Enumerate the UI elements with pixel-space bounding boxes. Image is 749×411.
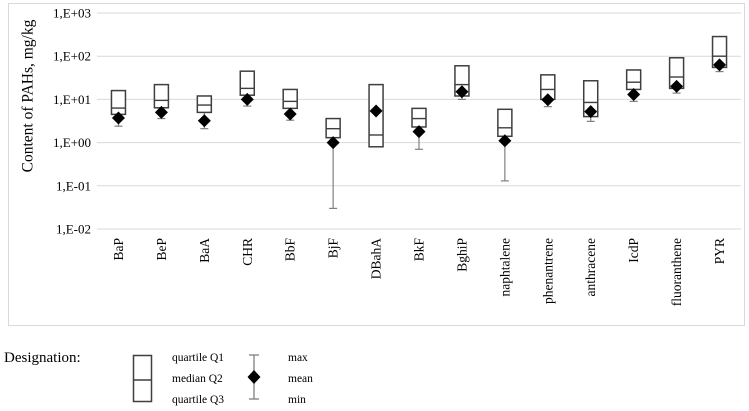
x-axis-label: BaA (197, 238, 212, 263)
y-tick-label: 1,E+00 (53, 135, 91, 150)
quartile-box (497, 108, 513, 138)
mean-diamond (627, 87, 641, 101)
mean-diamond (369, 104, 383, 118)
y-axis-title: Content of PAHs, mg/kg (20, 19, 37, 172)
quartile-box (625, 69, 642, 91)
x-axis-label: anthracene (583, 238, 598, 296)
x-axis-label: naphtalene (497, 238, 512, 296)
x-axis-label: BbF (283, 238, 298, 262)
x-axis-label: PYR (712, 238, 727, 264)
x-axis-label: DBahA (369, 238, 384, 279)
legend-label-q1: quartile Q1 (172, 352, 225, 364)
box-glyph-icon (132, 354, 153, 403)
quartile-box (282, 88, 298, 110)
quartile-box (110, 89, 127, 116)
quartile-box (411, 107, 427, 128)
y-tick-label: 1,E-02 (56, 222, 91, 237)
chart-panel: 1,E+03 1,E+02 1,E+01 1,E+00 1,E-01 1,E-02 Cont… (8, 3, 745, 326)
x-axis-label: BaP (111, 238, 126, 261)
legend-label-max: max (288, 352, 308, 364)
legend-label-mean: mean (288, 373, 313, 385)
whisker-glyph-icon (247, 354, 261, 400)
x-axis-label: BeP (154, 238, 169, 261)
mean-diamond (584, 105, 598, 119)
x-axis-label: fluoranthene (669, 238, 684, 306)
y-tick-label: 1,E-01 (56, 178, 91, 193)
quartile-box (153, 83, 170, 109)
pah-box-plot: 1,E+03 1,E+02 1,E+01 1,E+00 1,E-01 1,E-02 Cont… (20, 6, 741, 306)
x-axis-label: BkF (412, 238, 427, 262)
chart-legend: Designation: quartile Q1 median Q2 quart… (0, 326, 749, 411)
mean-diamond (498, 134, 512, 148)
mean-diamond (670, 79, 684, 93)
x-axis-label: BghiP (454, 238, 469, 272)
x-axis-label: BjF (326, 238, 341, 259)
legend-label-min: min (288, 394, 306, 406)
legend-title: Designation: (4, 350, 81, 366)
mean-diamond (713, 58, 727, 72)
quartile-box (196, 95, 213, 114)
mean-diamond (111, 111, 125, 125)
mean-diamond (154, 105, 168, 119)
legend-label-q3: quartile Q3 (172, 394, 225, 406)
mean-diamond (240, 92, 254, 106)
y-tick-label: 1,E+01 (53, 92, 91, 107)
mean-diamond (412, 125, 426, 139)
y-tick-label: 1,E+03 (53, 6, 91, 21)
y-tick-label: 1,E+02 (53, 49, 91, 64)
mean-diamond (455, 85, 469, 99)
legend-label-median: median Q2 (172, 373, 223, 385)
mean-diamond (326, 136, 340, 150)
mean-diamond (197, 114, 211, 128)
quartile-box (239, 70, 256, 96)
mean-diamond (283, 107, 297, 121)
x-axis-label: phenantrene (540, 238, 555, 304)
x-axis-label: CHR (240, 238, 255, 266)
mean-diamond (541, 93, 555, 107)
x-axis-label: IcdP (626, 238, 641, 263)
